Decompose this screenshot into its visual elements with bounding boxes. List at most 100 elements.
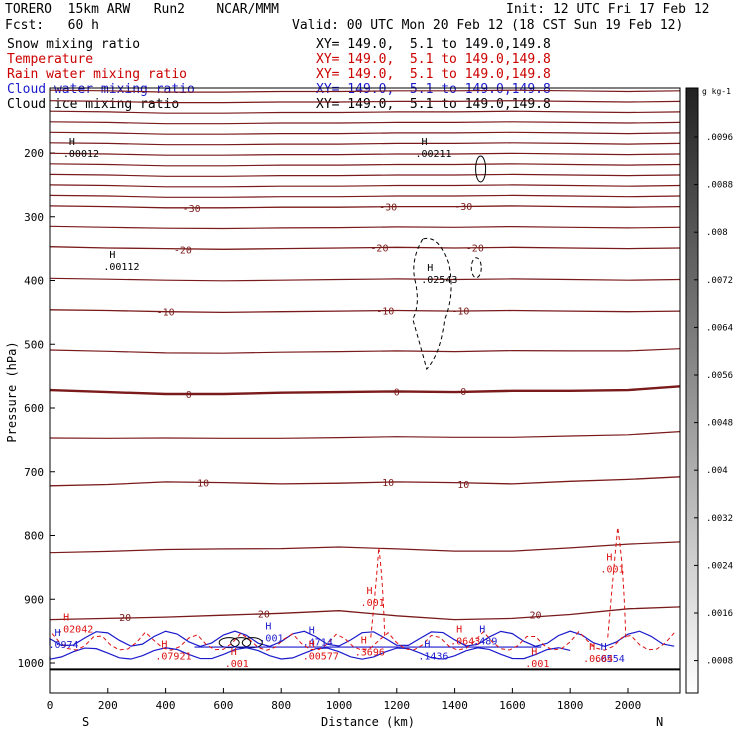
max-value-label: .489 xyxy=(473,637,497,648)
field-xy-snow: XY= 149.0, 5.1 to 149.0,149.8 xyxy=(316,37,551,52)
max-marker: H xyxy=(606,553,612,564)
x-tick-label: 2000 xyxy=(615,699,642,712)
max-value-label: .4714 xyxy=(303,637,333,648)
y-tick-label: 400 xyxy=(24,275,44,288)
max-marker: H xyxy=(54,628,60,639)
max-value-label: .001 xyxy=(259,634,283,645)
temperature-contour xyxy=(49,277,681,282)
x-tick-label: 600 xyxy=(213,699,233,712)
header-valid: Valid: 00 UTC Mon 20 Feb 12 (18 CST Sun … xyxy=(292,18,684,33)
temperature-contour xyxy=(49,89,681,93)
colorbar-tick-label: .0096 xyxy=(706,133,733,143)
isotherm-label: 0 xyxy=(460,387,466,398)
temperature-isotherm--20 xyxy=(49,246,681,250)
field-name-temperature: Temperature xyxy=(7,52,94,67)
temperature-contour xyxy=(49,121,681,125)
colorbar-tick-label: .0024 xyxy=(706,561,733,571)
colorbar-tick-label: .0008 xyxy=(706,657,733,667)
max-marker: H xyxy=(63,613,69,624)
x-tick-label: 1200 xyxy=(384,699,411,712)
max-marker: H xyxy=(361,636,367,647)
max-marker: H xyxy=(367,586,373,597)
isotherm-label: 10 xyxy=(382,478,394,489)
header-model: TORERO 15km ARW Run2 NCAR/MMM xyxy=(5,2,279,17)
field-name-rain: Rain water mixing ratio xyxy=(7,67,188,82)
temperature-contour xyxy=(49,194,681,198)
temperature-contour xyxy=(49,173,681,177)
header-fcst: Fcst: 60 h xyxy=(5,18,99,33)
x-tick-label: 200 xyxy=(98,699,118,712)
temperature-contour xyxy=(49,348,681,354)
isotherm-label: -10 xyxy=(376,306,394,317)
isotherm-label: -10 xyxy=(157,308,175,319)
max-marker: H xyxy=(424,639,430,650)
colorbar-tick-label: .0072 xyxy=(706,276,733,286)
x-axis-label: Distance (km) xyxy=(321,715,415,729)
colorbar-tick-label: .008 xyxy=(706,228,728,238)
snow-contour xyxy=(470,257,482,279)
max-value-label: .00012 xyxy=(63,149,99,160)
field-name-cloud-ice: Cloud ice mixing ratio xyxy=(7,97,180,112)
y-tick-label: 1000 xyxy=(18,657,45,670)
y-tick-label: 500 xyxy=(24,338,44,351)
max-marker: H xyxy=(109,250,115,261)
snow-contour xyxy=(475,155,487,183)
max-marker: H xyxy=(69,137,75,148)
max-marker: H xyxy=(427,263,433,274)
temperature-contour xyxy=(49,152,681,156)
max-value-label: .00112 xyxy=(103,262,139,273)
max-marker: H xyxy=(309,639,315,650)
field-xy-temperature: XY= 149.0, 5.1 to 149.0,149.8 xyxy=(316,52,551,67)
isotherm-label: 0 xyxy=(394,387,400,398)
max-marker: H xyxy=(531,647,537,658)
temperature-contour xyxy=(49,110,681,114)
max-marker: H xyxy=(161,639,167,650)
max-value-label: .00577 xyxy=(303,651,339,662)
isotherm-label: 0 xyxy=(186,390,192,401)
max-marker: H xyxy=(265,622,271,633)
max-value-label: .00211 xyxy=(415,149,451,160)
max-value-label: .02543 xyxy=(421,275,457,286)
max-value-label: .0554 xyxy=(595,654,625,665)
isotherm-label: -20 xyxy=(466,243,484,254)
isotherm-label: -30 xyxy=(183,204,201,215)
temperature-isotherm-20 xyxy=(49,606,681,621)
colorbar-tick-label: .0064 xyxy=(706,323,733,333)
field-xy-cloud-water: XY= 149.0, 5.1 to 149.0,149.8 xyxy=(316,82,551,97)
isotherm-label: -20 xyxy=(174,245,192,256)
x-tick-label: 800 xyxy=(271,699,291,712)
y-tick-label: 900 xyxy=(24,593,44,606)
isotherm-label: -20 xyxy=(370,243,388,254)
x-tick-label: 400 xyxy=(156,699,176,712)
endpoint-right-label: N xyxy=(656,715,663,729)
y-tick-label: 200 xyxy=(24,147,44,160)
cloud-water-contour xyxy=(49,647,571,660)
isotherm-label: 10 xyxy=(457,480,469,491)
colorbar-tick-label: .0016 xyxy=(706,609,733,619)
header-init: Init: 12 UTC Fri 17 Feb 12 xyxy=(506,2,710,17)
colorbar-tick-label: .0048 xyxy=(706,419,733,429)
x-tick-label: 1600 xyxy=(499,699,526,712)
max-value-label: .001 xyxy=(225,659,249,670)
max-marker: H xyxy=(589,642,595,653)
y-tick-label: 800 xyxy=(24,530,44,543)
max-marker: H xyxy=(479,625,485,636)
plot-layer: .0096 .0088 .008 .0072 .0064 .0056 .0048 .004 .0… xyxy=(18,87,733,712)
isotherm-label: -30 xyxy=(454,202,472,213)
max-value-label: .001 xyxy=(361,598,385,609)
field-name-snow: Snow mixing ratio xyxy=(7,37,141,52)
max-marker: H xyxy=(309,625,315,636)
temperature-contour xyxy=(49,100,681,104)
y-tick-label: 300 xyxy=(24,211,44,224)
temperature-isotherm--30 xyxy=(49,205,681,209)
colorbar-tick-label: .0032 xyxy=(706,514,733,524)
max-marker: H xyxy=(456,625,462,636)
temperature-contour xyxy=(49,163,681,167)
rain-contour xyxy=(370,547,386,638)
max-value-label: .1436 xyxy=(418,651,448,662)
temperature-contour xyxy=(49,142,681,146)
x-tick-label: 1800 xyxy=(557,699,584,712)
endpoint-left-label: S xyxy=(82,715,89,729)
y-tick-label: 700 xyxy=(24,466,44,479)
field-xy-rain: XY= 149.0, 5.1 to 149.0,149.8 xyxy=(316,67,551,82)
